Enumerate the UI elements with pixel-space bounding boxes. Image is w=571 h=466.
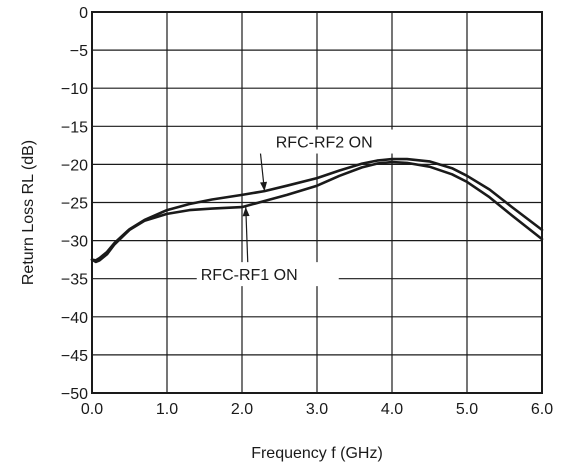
y-tick-label: −40 [61, 310, 88, 327]
series-line-2 [90, 160, 544, 264]
y-axis-label: Return Loss RL (dB) [20, 140, 37, 285]
y-tick-label: −45 [61, 348, 88, 365]
annotation-background [271, 129, 414, 154]
y-tick-label: 0 [79, 5, 88, 22]
grid [92, 12, 542, 393]
x-tick-label: 2.0 [231, 401, 253, 418]
x-tick-label: 3.0 [306, 401, 328, 418]
annotation-background [196, 262, 339, 287]
y-tick-label: −35 [61, 272, 88, 289]
y-tick-label: −5 [70, 43, 88, 60]
x-axis-ticks: 0.0 1.0 2.0 3.0 4.0 5.0 6.0 [81, 401, 553, 418]
x-tick-label: 1.0 [156, 401, 178, 418]
y-tick-label: −15 [61, 119, 88, 136]
x-tick-label: 6.0 [531, 401, 553, 418]
y-tick-label: −20 [61, 157, 88, 174]
x-tick-label: 5.0 [456, 401, 478, 418]
y-tick-label: −25 [61, 196, 88, 213]
annotation-label-2: RFC-RF1 ON [201, 267, 298, 284]
y-tick-label: −10 [61, 81, 88, 98]
y-tick-label: −30 [61, 234, 88, 251]
annotations: RFC-RF2 ON RFC-RF1 ON [196, 129, 414, 287]
x-tick-label: 4.0 [381, 401, 403, 418]
y-axis-ticks: 0 −5 −10 −15 −20 −25 −30 −35 −40 −45 −50 [61, 5, 88, 403]
x-axis-label: Frequency f (GHz) [251, 445, 383, 462]
series-lines [90, 157, 544, 264]
annotation-arrowhead [242, 207, 250, 217]
y-tick-label: −50 [61, 386, 88, 403]
annotation-leader [245, 207, 249, 263]
plot-frame [91, 11, 543, 394]
annotation-arrowhead [260, 181, 268, 192]
x-tick-label: 0.0 [81, 401, 103, 418]
annotation-label-1: RFC-RF2 ON [276, 135, 373, 152]
